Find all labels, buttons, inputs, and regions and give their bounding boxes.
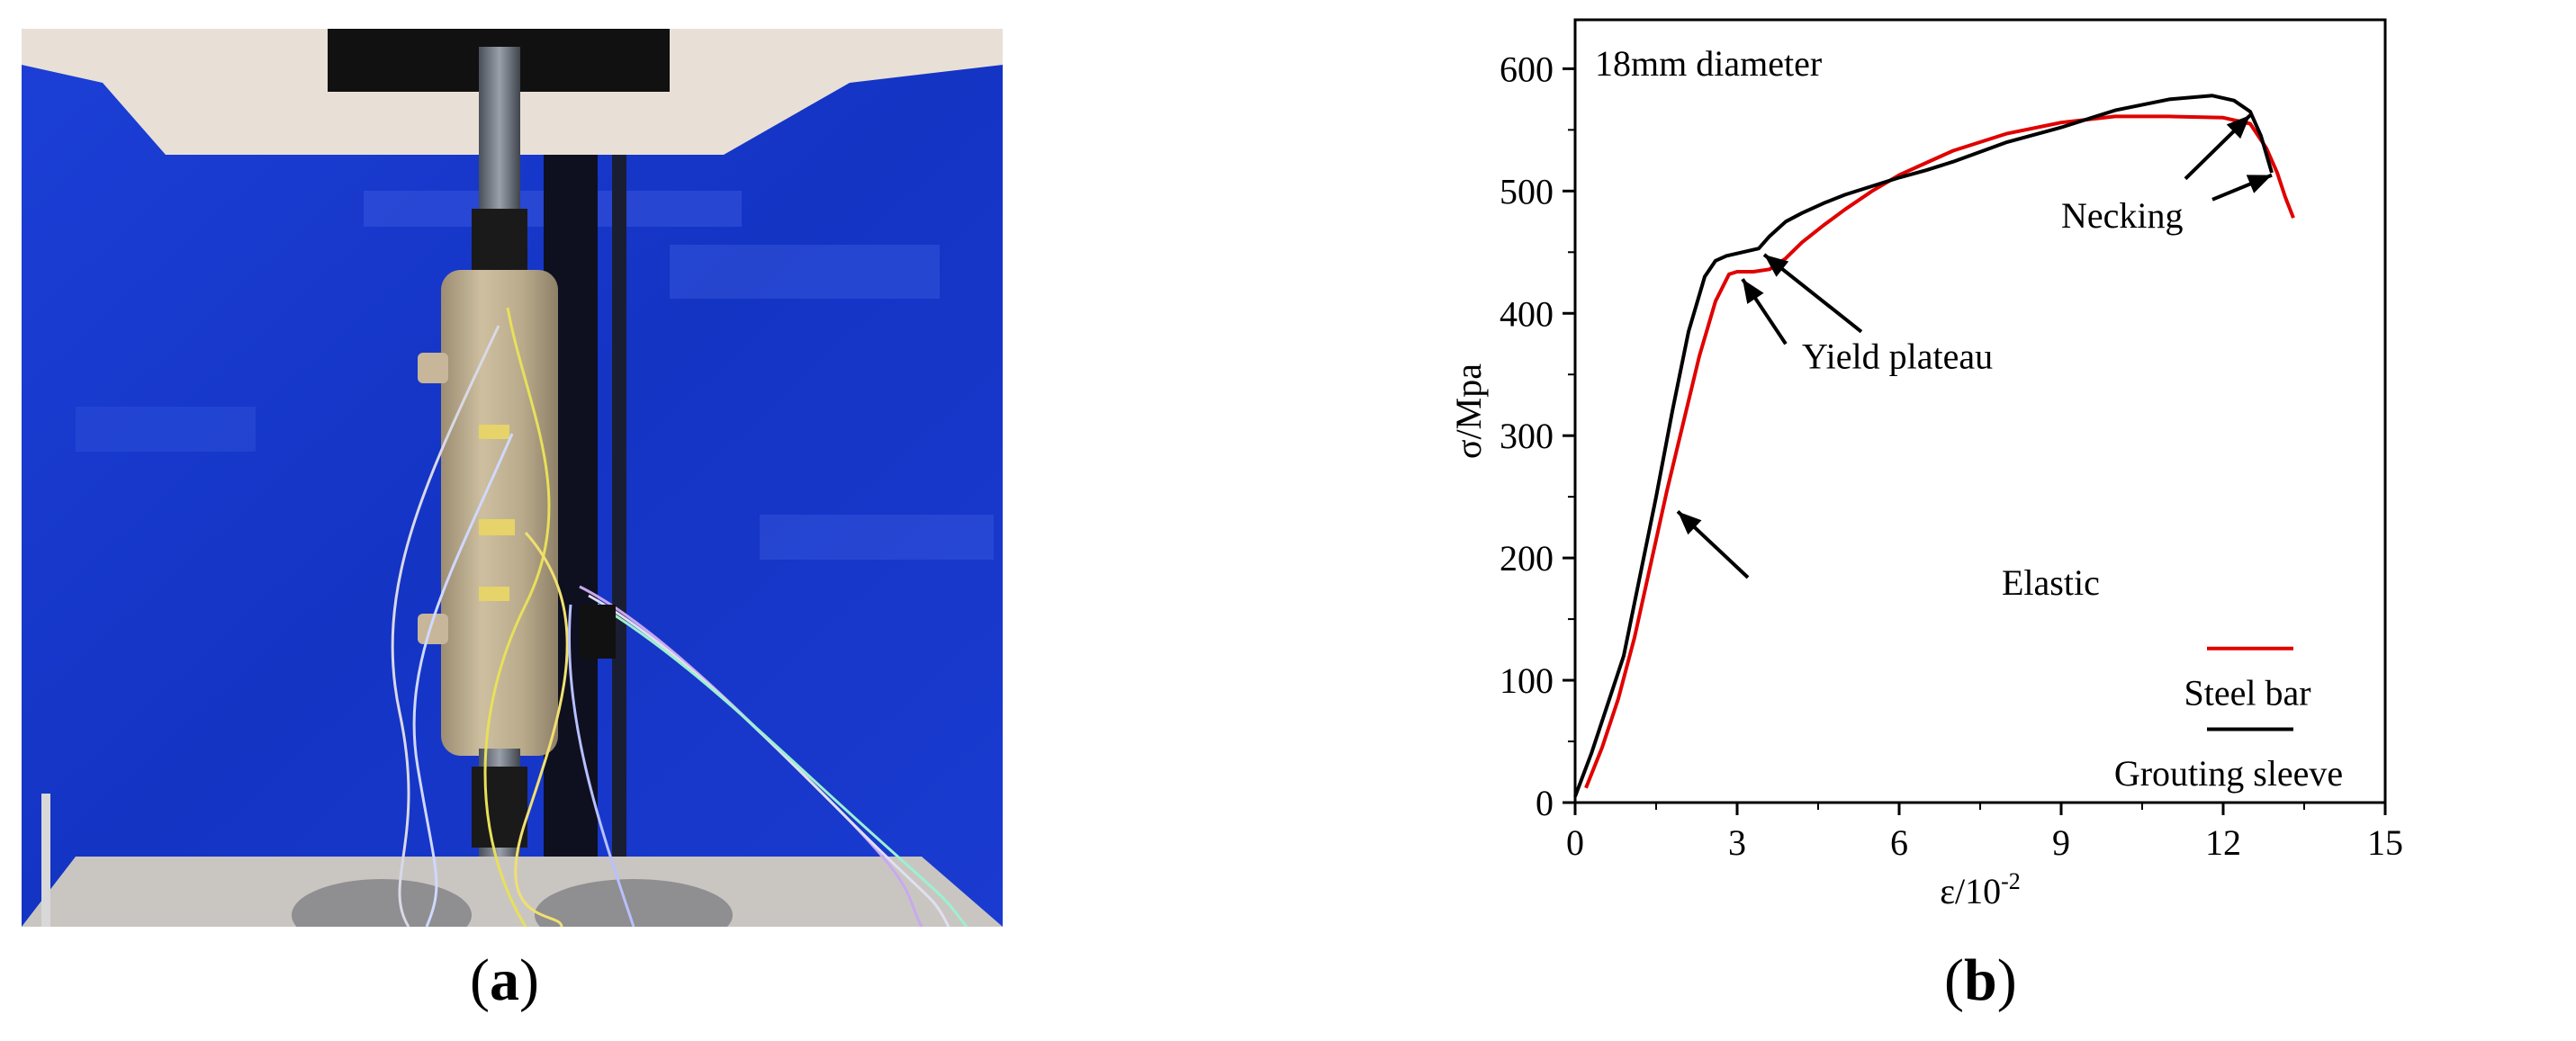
panel-label-a: (a) [470, 947, 539, 1013]
y-tick-label: 400 [1500, 293, 1554, 334]
x-tick-label: 6 [1890, 822, 1908, 863]
test-setup-photo [22, 29, 1003, 951]
arrow-necking-2-head [2246, 175, 2272, 193]
stress-strain-chart: 0 3 6 9 12 15 0 100 200 300 400 500 600 18mm diamete… [1404, 0, 2576, 972]
annotation-arrows [1676, 113, 2273, 579]
y-tick-label: 100 [1500, 660, 1554, 701]
y-axis-label: σ/Mpa [1448, 363, 1489, 459]
panel-label-b: (b) [1944, 947, 2017, 1013]
arrow-necking-1-head [2226, 115, 2250, 139]
y-tick-label: 300 [1500, 416, 1554, 456]
series-lines [1573, 94, 2295, 797]
axis-ticks [1563, 67, 2387, 815]
y-tick-label: 0 [1536, 783, 1554, 823]
annotation-yield-plateau: Yield plateau [1802, 336, 1993, 376]
grouting-sleeve [441, 270, 558, 756]
x-axis-label: ε/10-2 [1940, 868, 2021, 911]
arrow-yield-1-head [1743, 279, 1764, 304]
x-tick-label: 15 [2367, 822, 2403, 863]
series-line-steel-bar [1584, 114, 2295, 789]
chart-title: 18mm diameter [1595, 43, 1822, 84]
upper-tape [472, 209, 527, 281]
test-setup-illustration [22, 29, 1003, 951]
legend-label-grouting-sleeve: Grouting sleeve [2114, 753, 2343, 794]
arrow-yield-2-head [1764, 255, 1789, 277]
x-tick-label: 9 [2052, 822, 2070, 863]
x-tick-label: 3 [1728, 822, 1746, 863]
lower-tape [472, 767, 527, 848]
annotation-necking: Necking [2061, 195, 2184, 236]
x-tick-label: 0 [1566, 822, 1584, 863]
x-tick-label: 12 [2205, 822, 2241, 863]
strain-gauge-wires [391, 307, 968, 928]
annotation-elastic: Elastic [2002, 562, 2100, 603]
legend-label-steel-bar: Steel bar [2184, 672, 2310, 713]
upper-rebar [479, 47, 520, 227]
lower-crosshead [22, 857, 1003, 927]
y-tick-label: 200 [1500, 538, 1554, 579]
arrow-elastic-head [1678, 511, 1702, 535]
tick-labels: 0 3 6 9 12 15 0 100 200 300 400 500 600 [1500, 49, 2403, 863]
chart-svg: 0 3 6 9 12 15 0 100 200 300 400 500 600 18mm diamete… [1448, 18, 2403, 911]
y-tick-label: 500 [1500, 171, 1554, 211]
y-tick-label: 600 [1500, 49, 1554, 89]
series-line-grouting-sleeve [1573, 94, 2274, 797]
legend: Steel bar Grouting sleeve [2114, 646, 2343, 794]
annotations: Elastic Yield plateau Necking [1802, 195, 2184, 603]
